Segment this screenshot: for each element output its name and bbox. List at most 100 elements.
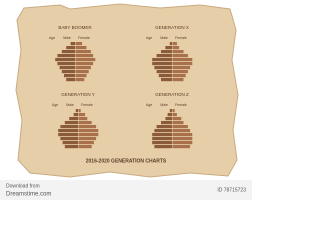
male-bar xyxy=(58,133,78,137)
female-bar xyxy=(172,62,193,66)
watermark-site: Dreamstime.com xyxy=(6,192,51,198)
female-bar xyxy=(172,78,184,82)
female-label: Female xyxy=(78,36,90,40)
male-bar xyxy=(55,58,75,62)
main-title: 2016-2020 GENERATION CHARTS xyxy=(86,158,167,164)
female-bar xyxy=(78,121,92,125)
watermark-bar xyxy=(0,180,252,200)
watermark-id: ID 78715723 xyxy=(217,187,246,193)
male-bar xyxy=(154,145,172,149)
male-bar xyxy=(161,78,172,82)
female-label: Female xyxy=(175,36,187,40)
female-bar xyxy=(78,125,97,129)
male-label: Male xyxy=(160,103,168,107)
panel-title: GENERATION Y xyxy=(61,92,95,97)
male-bar xyxy=(165,46,172,50)
female-bar xyxy=(78,129,99,133)
male-bar xyxy=(169,42,172,46)
female-bar xyxy=(78,109,81,113)
female-bar xyxy=(172,70,188,74)
female-bar xyxy=(172,50,184,54)
male-label: Male xyxy=(63,36,71,40)
male-bar xyxy=(152,62,172,66)
male-bar xyxy=(57,62,75,66)
female-bar xyxy=(75,74,87,78)
page: 2016-2020 GENERATION CHARTS Download fro… xyxy=(0,3,252,200)
female-bar xyxy=(75,70,89,74)
female-bar xyxy=(172,46,180,50)
female-bar xyxy=(75,62,94,66)
age-label: Age xyxy=(146,103,152,107)
male-bar xyxy=(152,137,172,141)
male-bar xyxy=(156,70,172,74)
age-label: Age xyxy=(49,36,55,40)
male-bar xyxy=(154,66,172,70)
female-label: Female xyxy=(175,103,187,107)
female-bar xyxy=(172,125,188,129)
male-bar xyxy=(64,145,78,149)
female-bar xyxy=(172,145,191,149)
male-bar xyxy=(59,66,75,70)
male-bar xyxy=(158,74,172,78)
male-bar xyxy=(161,121,172,125)
female-bar xyxy=(75,58,96,62)
male-bar xyxy=(167,113,172,117)
male-bar xyxy=(60,137,78,141)
panel-title: BABY BOOMER xyxy=(58,25,92,30)
male-bar xyxy=(60,125,78,129)
female-bar xyxy=(75,42,83,46)
male-bar xyxy=(73,113,78,117)
female-bar xyxy=(75,78,85,82)
male-bar xyxy=(66,78,75,82)
female-bar xyxy=(78,113,86,117)
female-bar xyxy=(78,141,94,145)
male-bar xyxy=(70,42,75,46)
female-bar xyxy=(172,117,182,121)
male-bar xyxy=(154,129,172,133)
panel-title: GENERATION Z xyxy=(155,92,189,97)
male-bar xyxy=(161,50,172,54)
parchment xyxy=(15,3,239,178)
male-bar xyxy=(61,50,75,54)
male-bar xyxy=(61,70,75,74)
male-bar xyxy=(156,54,172,58)
female-bar xyxy=(78,133,99,137)
male-bar xyxy=(57,54,75,58)
female-bar xyxy=(78,145,92,149)
male-bar xyxy=(152,141,172,145)
female-bar xyxy=(75,54,94,58)
female-bar xyxy=(172,121,184,125)
female-bar xyxy=(172,42,177,46)
male-bar xyxy=(64,121,78,125)
female-bar xyxy=(172,113,177,117)
female-bar xyxy=(75,66,91,70)
female-bar xyxy=(172,109,175,113)
male-bar xyxy=(69,117,78,121)
male-bar xyxy=(75,109,78,113)
female-bar xyxy=(172,54,188,58)
male-bar xyxy=(66,46,75,50)
female-bar xyxy=(75,50,91,54)
screenshot: 2016-2020 GENERATION CHARTS Download fro… xyxy=(0,3,252,200)
age-label: Age xyxy=(146,36,152,40)
male-label: Male xyxy=(66,103,74,107)
female-bar xyxy=(172,137,193,141)
watermark-text: Download from xyxy=(6,183,40,189)
male-bar xyxy=(152,58,172,62)
male-bar xyxy=(156,125,172,129)
male-bar xyxy=(165,117,172,121)
male-label: Male xyxy=(160,36,168,40)
panel-title: GENERATION X xyxy=(155,25,189,30)
female-bar xyxy=(172,133,193,137)
female-bar xyxy=(172,129,191,133)
female-label: Female xyxy=(81,103,93,107)
male-bar xyxy=(64,74,75,78)
female-bar xyxy=(172,66,191,70)
age-label: Age xyxy=(52,103,58,107)
female-bar xyxy=(172,141,193,145)
male-bar xyxy=(169,109,172,113)
female-bar xyxy=(172,74,186,78)
male-bar xyxy=(58,129,78,133)
female-bar xyxy=(78,117,88,121)
male-bar xyxy=(152,133,172,137)
